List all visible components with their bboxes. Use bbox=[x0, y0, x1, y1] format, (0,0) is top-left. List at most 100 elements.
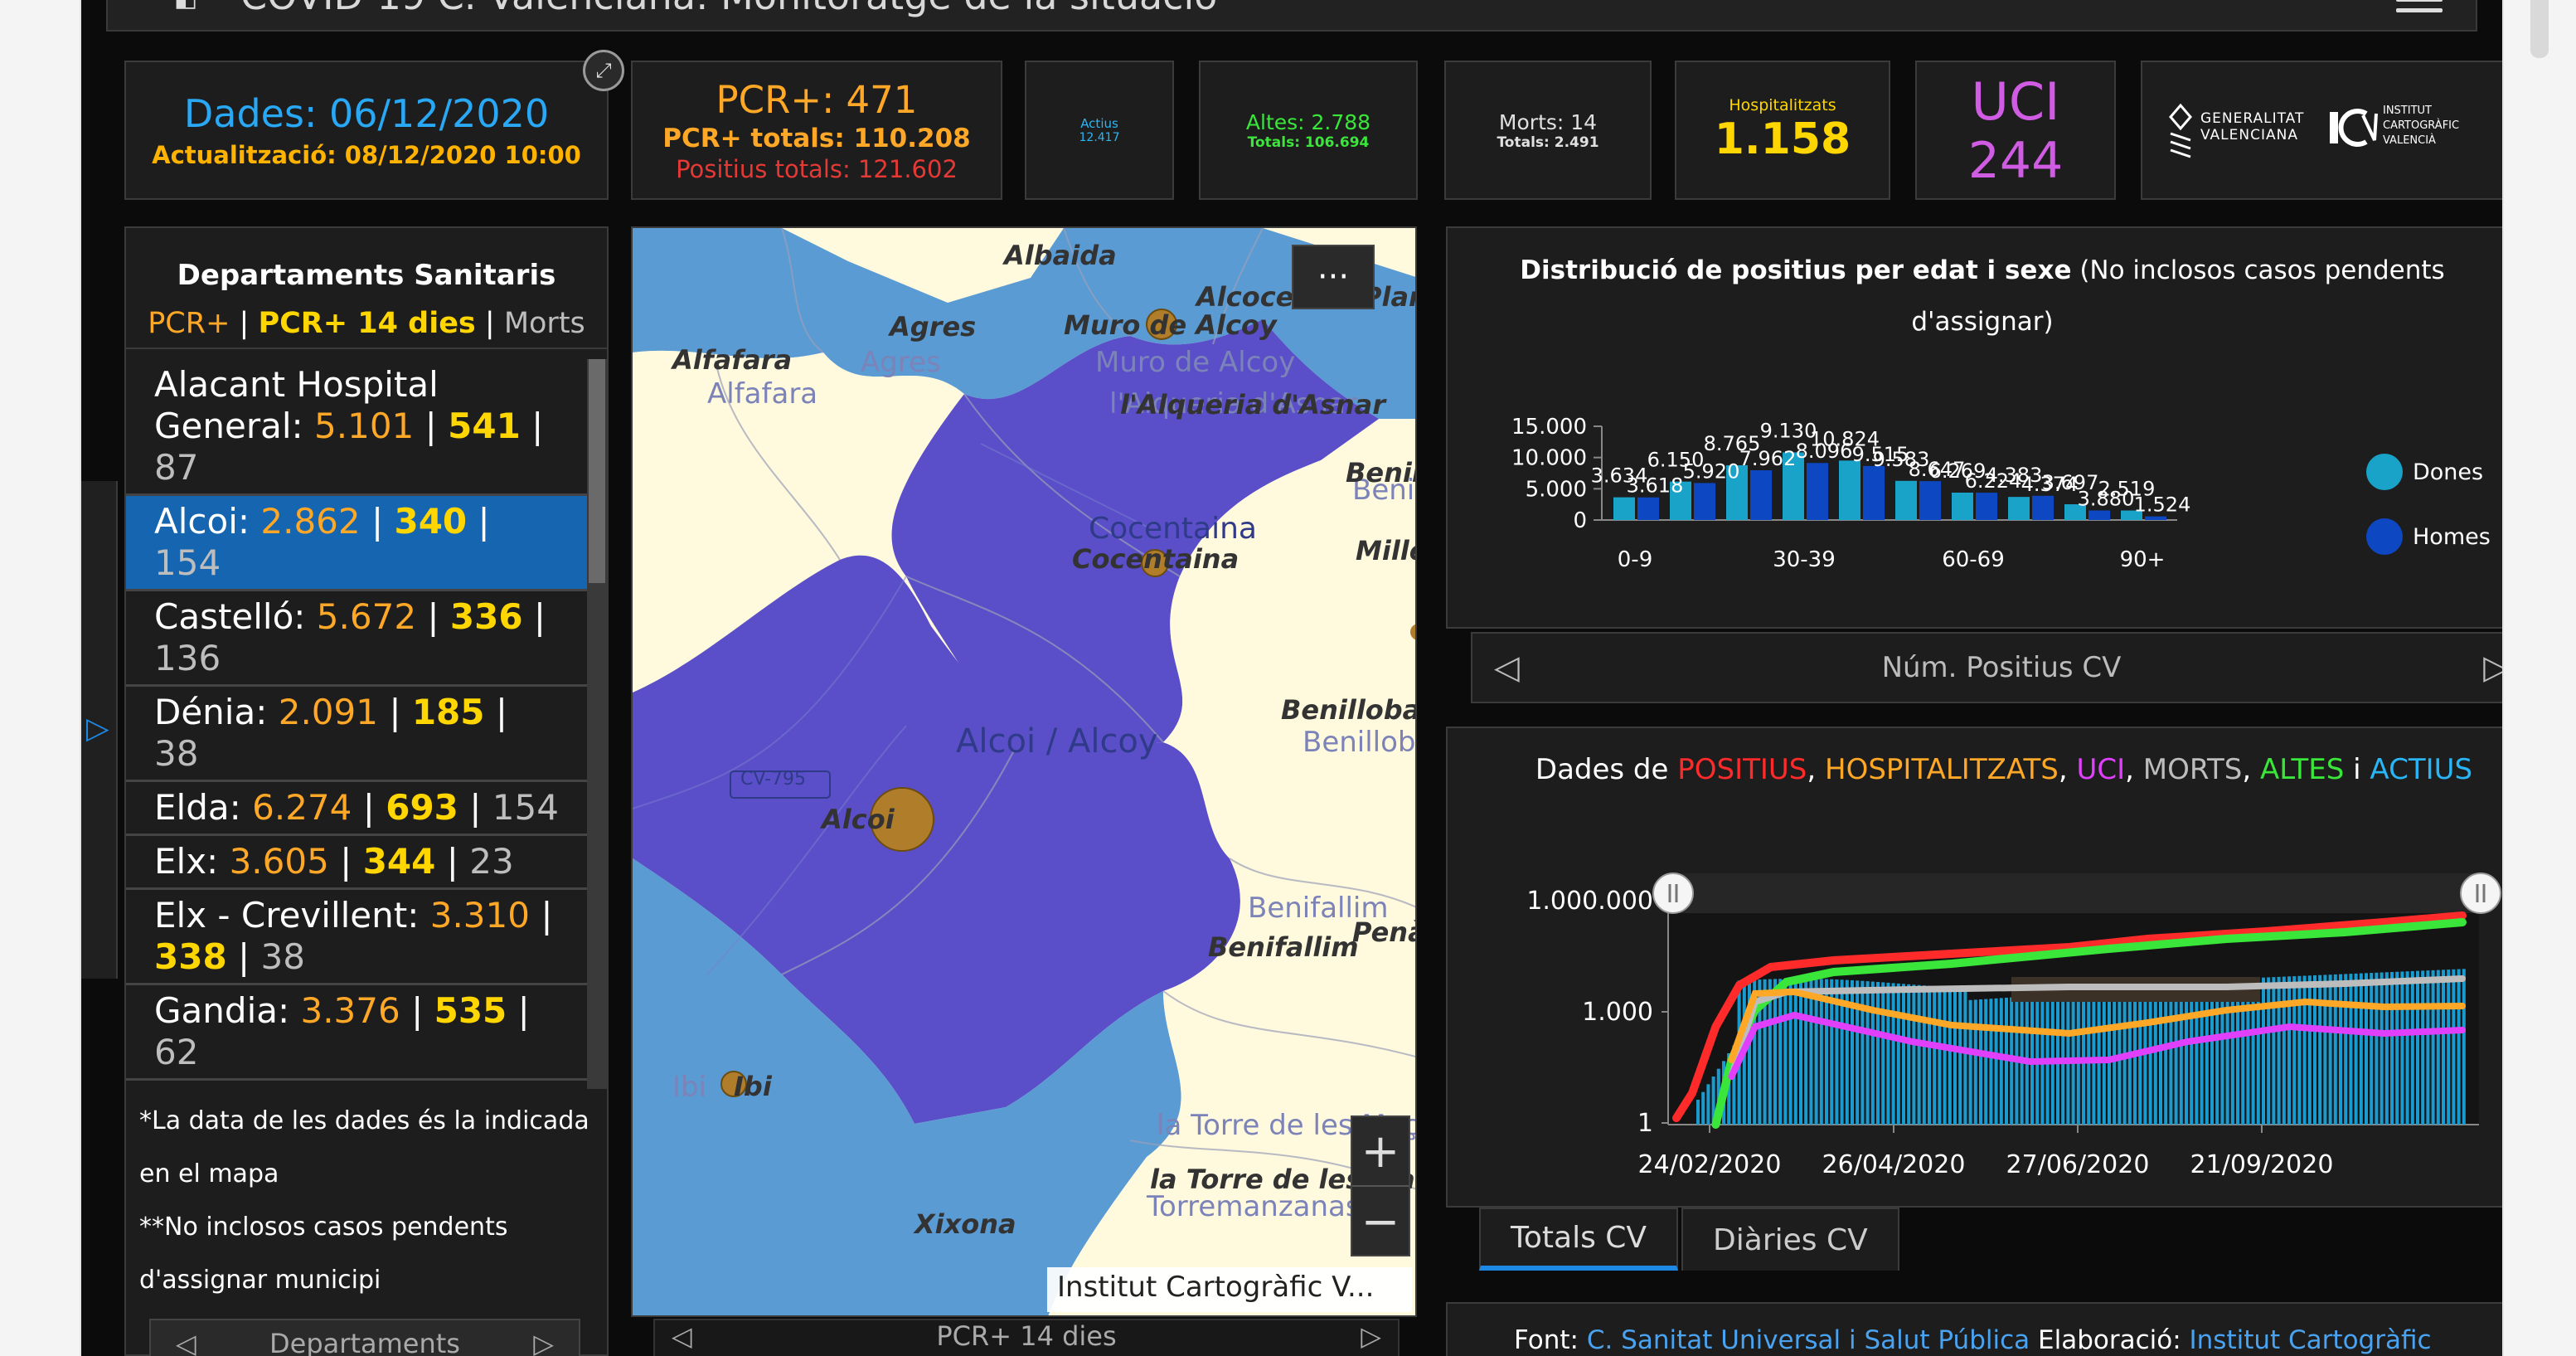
department-name: Dénia: bbox=[154, 692, 268, 732]
actius-bar bbox=[2302, 975, 2307, 1125]
data-date: Dades: 06/12/2020 bbox=[183, 91, 550, 136]
tab-totals-cv[interactable]: Totals CV bbox=[1479, 1208, 1679, 1271]
map-canvas[interactable] bbox=[633, 228, 1417, 1317]
department-row[interactable]: Dénia: 2.091 | 185 | 38 bbox=[126, 687, 587, 782]
zoom-out-button[interactable]: − bbox=[1361, 1194, 1400, 1249]
bar-value-label: 3.697 bbox=[2042, 471, 2099, 494]
uci-value: 244 bbox=[1967, 131, 2064, 190]
tab-diaries-cv[interactable]: Diàries CV bbox=[1681, 1208, 1899, 1271]
menu-icon[interactable] bbox=[2396, 0, 2443, 15]
department-row[interactable]: Alcoi: 2.862 | 340 | 154 bbox=[126, 496, 587, 591]
legend-swatch bbox=[2366, 454, 2403, 490]
zoom-in-button[interactable]: + bbox=[1352, 1117, 1409, 1187]
morts-panel: Morts: 14 Totals: 2.491 bbox=[1444, 61, 1652, 200]
actius-bar bbox=[1865, 981, 1870, 1125]
actius-bar bbox=[2328, 974, 2332, 1125]
department-pcr14: 185 bbox=[411, 692, 485, 732]
map-ghost-label: Benilloba bbox=[1303, 726, 1416, 759]
actius-bar bbox=[1809, 979, 1813, 1125]
chevron-right-icon[interactable]: ▷ bbox=[1361, 1320, 1381, 1352]
chevron-left-icon[interactable]: ◁ bbox=[1494, 649, 1520, 687]
expand-icon[interactable]: ⤢ bbox=[583, 50, 624, 91]
actius-bar bbox=[1706, 1084, 1710, 1125]
actius-bar bbox=[2215, 979, 2219, 1125]
separator: | bbox=[328, 841, 363, 882]
actius-bar bbox=[1711, 1077, 1715, 1125]
map-label: Millena bbox=[1356, 535, 1415, 566]
hospitalitzats-panel: Hospitalitzats 1.158 bbox=[1675, 61, 1890, 200]
chevron-left-icon[interactable]: ◁ bbox=[176, 1328, 196, 1356]
actius-bar bbox=[1845, 979, 1849, 1125]
actius-panel: Actius 12.417 bbox=[1025, 61, 1174, 200]
departments-scrollbar[interactable] bbox=[587, 359, 607, 1089]
hospitalitzats-value: 1.158 bbox=[1714, 114, 1851, 164]
department-morts: 154 bbox=[492, 787, 559, 828]
y-tick-label: 10.000 bbox=[1511, 446, 1587, 471]
actius-bar bbox=[1989, 999, 1993, 1125]
map-label: Ibi bbox=[734, 1071, 772, 1102]
map-attribution[interactable]: Institut Cartogràfic V... bbox=[1047, 1267, 1412, 1312]
separator: | bbox=[522, 596, 546, 637]
altes-totals: Totals: 106.694 bbox=[1247, 134, 1370, 151]
chevron-right-icon[interactable]: ▷ bbox=[2483, 649, 2502, 687]
actius-bar bbox=[2220, 979, 2224, 1125]
separator: | bbox=[400, 990, 434, 1031]
separator: , bbox=[2125, 753, 2134, 786]
side-panel-toggle[interactable]: ▷ bbox=[81, 481, 118, 979]
department-pcr: 3.376 bbox=[300, 990, 400, 1031]
gva-logo: GENERALITAT VALENCIANA bbox=[2200, 110, 2305, 143]
department-row[interactable]: Alacant Hospital General: 5.101 | 541 | … bbox=[126, 359, 587, 496]
elaboration-link[interactable]: Institut Cartogràfic bbox=[2189, 1325, 2432, 1355]
department-pcr14: 541 bbox=[448, 406, 521, 446]
actius-bar bbox=[1933, 986, 1937, 1125]
actius-bar bbox=[1912, 984, 1916, 1125]
map-label: Xixona bbox=[914, 1208, 1016, 1240]
separator: | bbox=[352, 787, 386, 828]
actius-bar bbox=[2375, 972, 2379, 1125]
page-scrollbar[interactable] bbox=[2530, 0, 2549, 58]
bar-dones bbox=[1670, 481, 1691, 520]
department-pcr14: 336 bbox=[449, 596, 523, 637]
chevron-left-icon[interactable]: ◁ bbox=[672, 1320, 692, 1352]
separator: , bbox=[1807, 753, 1817, 786]
department-pcr14: 693 bbox=[386, 787, 458, 828]
chevron-right-icon[interactable]: ▷ bbox=[533, 1328, 554, 1356]
timeline-series-label: ALTES bbox=[2259, 753, 2345, 786]
bar-value-label: 8.647 bbox=[1909, 458, 1966, 481]
actius-bar bbox=[2447, 970, 2451, 1125]
actius-bar bbox=[1830, 979, 1834, 1125]
actius-bar bbox=[1870, 981, 1875, 1125]
map-panel[interactable]: Alfafara Agres Muro de Alcoy l'Alqueria … bbox=[631, 226, 1417, 1317]
altes-today: Altes: 2.788 bbox=[1245, 109, 1371, 134]
actius-bar bbox=[2431, 970, 2435, 1125]
source-link[interactable]: C. Sanitat Universal i Salut Pública bbox=[1586, 1325, 2030, 1355]
right-page-margin bbox=[2502, 0, 2576, 1356]
department-row[interactable]: Elx - Crevillent: 3.310 | 338 | 38 bbox=[126, 890, 587, 985]
morts-totals: Totals: 2.491 bbox=[1497, 134, 1599, 151]
department-row[interactable]: La Marina bbox=[126, 1081, 587, 1089]
department-row[interactable]: Elda: 6.274 | 693 | 154 bbox=[126, 782, 587, 836]
department-morts: 87 bbox=[154, 447, 199, 488]
gva-logo-icon bbox=[2169, 103, 2192, 158]
dates-panel: Dades: 06/12/2020 Actualització: 08/12/2… bbox=[124, 61, 609, 200]
department-row[interactable]: Gandia: 3.376 | 535 | 62 bbox=[126, 985, 587, 1081]
app-logo-icon: ◧ bbox=[174, 0, 197, 12]
actius-bar bbox=[2287, 976, 2291, 1125]
legend-swatch bbox=[2366, 518, 2403, 555]
actius-bar bbox=[1753, 979, 1757, 1125]
map-ghost-label: Agres bbox=[861, 346, 941, 379]
actius-bar bbox=[2395, 971, 2399, 1125]
page-title: COVID-19 C. Valenciana: Monitoratge de l… bbox=[240, 0, 1217, 18]
actius-bar bbox=[2169, 981, 2173, 1125]
map-more-button[interactable]: ··· bbox=[1292, 245, 1375, 309]
bar-dones bbox=[1783, 452, 1804, 520]
actius-bar bbox=[1917, 984, 1921, 1125]
actius-bar bbox=[2462, 969, 2466, 1125]
department-pcr: 2.862 bbox=[260, 501, 361, 542]
range-slider-handle bbox=[1652, 872, 1694, 914]
actius-bar bbox=[1778, 979, 1783, 1125]
department-row[interactable]: Elx: 3.605 | 344 | 23 bbox=[126, 836, 587, 890]
department-row[interactable]: Castelló: 5.672 | 336 | 136 bbox=[126, 591, 587, 687]
actius-bar bbox=[2185, 980, 2188, 1125]
